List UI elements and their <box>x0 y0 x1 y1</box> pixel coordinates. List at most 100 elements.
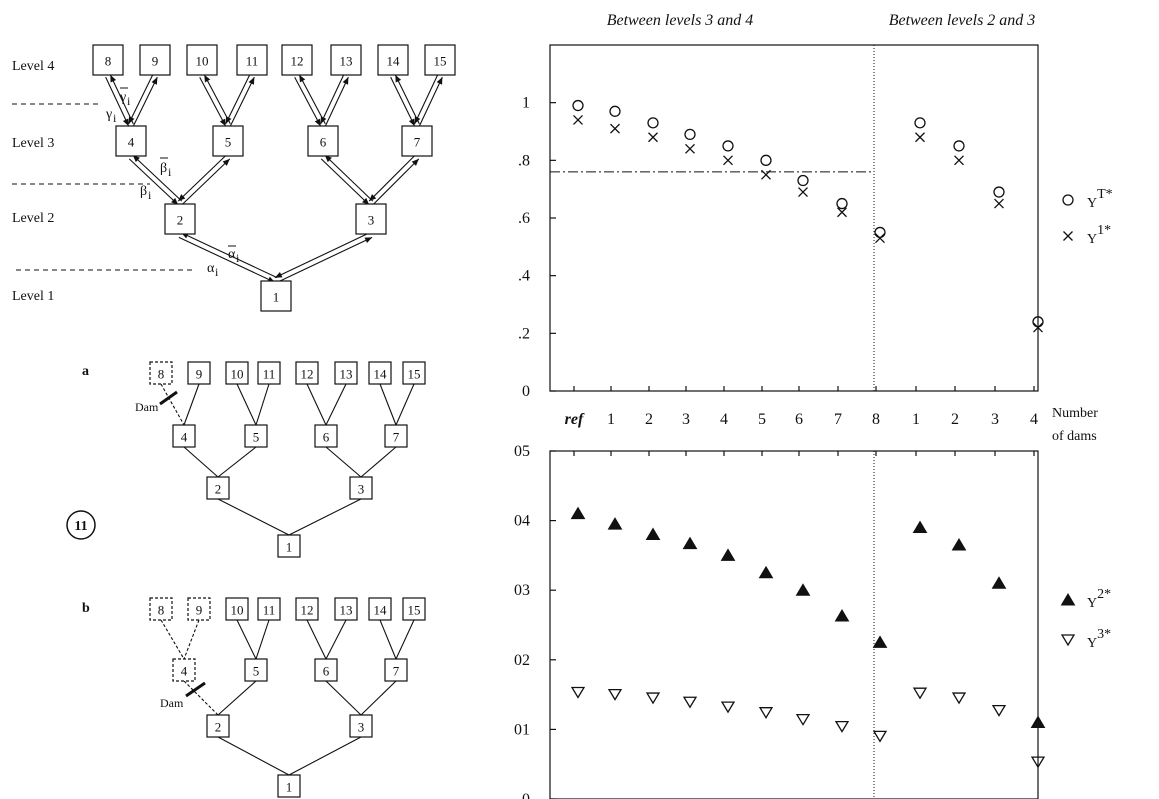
tree_top-node-label-1: 1 <box>273 290 280 305</box>
bottom-series-1-point-6 <box>795 714 811 726</box>
bottom-series-0-point-4 <box>720 548 736 561</box>
tree_a-node-box-3 <box>349 476 373 500</box>
tree_b-edge-9 <box>217 680 257 716</box>
y-tick-label-top-1: .2 <box>518 325 530 342</box>
bottom-series-0-point-2 <box>645 527 661 541</box>
x-tick-label-8: 8 <box>872 411 880 428</box>
alpha-subscript: i <box>215 265 219 279</box>
tree_a-node-label-6: 6 <box>323 430 330 445</box>
y-tick-label-bottom-0: 0 <box>522 791 530 799</box>
arrowhead-13-up <box>364 237 373 244</box>
tree_b-node-5: 5 <box>244 658 268 682</box>
tree_top-node-14: 14 <box>377 44 409 76</box>
tree_top-node-4: 4 <box>115 125 147 157</box>
tree_b-node-3: 3 <box>349 714 373 738</box>
legend-label-1-0: Y2* <box>1087 587 1111 611</box>
gamma-symbol: γ <box>105 107 112 122</box>
tree_a-node-box-6 <box>314 424 338 448</box>
tree_top-node-box-5 <box>212 125 244 157</box>
top-series-0-point-11 <box>993 186 1005 198</box>
tree_b-node-box-3 <box>349 714 373 738</box>
tree_b-node-12: 12 <box>295 597 319 621</box>
tree_a-node-2: 2 <box>206 476 230 500</box>
tree_b-node-box-12 <box>295 597 319 621</box>
tree_b-node-label-5: 5 <box>253 664 260 679</box>
arrowhead-6-up <box>395 74 402 83</box>
x-tick-label-7: 7 <box>834 411 842 428</box>
tree_top-node-box-12 <box>281 44 313 76</box>
figure-number-text: 11 <box>74 519 87 534</box>
bottom-series <box>570 506 1046 769</box>
legend-sup-1-0: 2* <box>1097 587 1111 602</box>
tree_b-node-box-6 <box>314 658 338 682</box>
tree-edge-3-down <box>225 74 251 125</box>
tree-edge-8-down <box>128 158 179 206</box>
tree_a-node-box-11 <box>257 361 281 385</box>
tree_a-node-3: 3 <box>349 476 373 500</box>
x-tick-labels: ref 1 2 3 4 5 6 7 8 1 2 3 4 <box>565 386 1038 456</box>
bottom-series-0-point-7 <box>834 608 850 622</box>
chart-bottom: 0 01 02 03 04 05 <box>514 443 1046 799</box>
tree-edge-8-up <box>132 154 183 202</box>
tree_a-edge-6 <box>379 383 397 426</box>
tree_a-node-11: 11 <box>257 361 281 385</box>
tree_a-node-8: 8 <box>149 361 173 385</box>
top-series-0-point-3 <box>684 128 696 141</box>
tree_a-edge-9 <box>217 446 257 478</box>
tree_b-node-label-1: 1 <box>286 780 293 795</box>
tree_top-node-label-5: 5 <box>225 135 232 150</box>
arrowhead-10-up <box>324 155 332 163</box>
tree_a-node-label-9: 9 <box>196 367 203 382</box>
arrowhead-7-up <box>436 77 443 85</box>
legend-name-0-0: Y <box>1087 196 1097 211</box>
tree-edge-0-down <box>105 76 130 127</box>
tree-edge-3-up <box>229 76 255 127</box>
arrowhead-1-up <box>151 77 158 85</box>
bottom-series-1-point-10 <box>951 692 967 705</box>
tree_b-node-label-3: 3 <box>358 720 365 735</box>
tree_b-node-label-12: 12 <box>301 603 314 618</box>
tree-edges <box>105 74 443 283</box>
level-label-4: Level 4 <box>12 59 54 74</box>
x-tick-label-6: 6 <box>795 411 803 428</box>
top-series-1-point-9 <box>915 132 925 143</box>
tree_a-edge-1 <box>183 383 200 426</box>
bottom-series-1-point-4 <box>720 701 736 714</box>
tree_a-node-label-4: 4 <box>181 430 188 445</box>
tree_top-node-box-2 <box>164 203 196 235</box>
x-tick-label-3: 3 <box>682 411 690 428</box>
tree_b-node-box-14 <box>368 597 392 621</box>
tree_a-edge-3 <box>255 383 270 426</box>
tree_a-node-6: 6 <box>314 424 338 448</box>
plot-frame-bottom <box>549 450 1039 799</box>
tree_top-node-box-14 <box>377 44 409 76</box>
tree_top-node-label-8: 8 <box>105 54 112 69</box>
tree-edge-12-down <box>178 236 276 283</box>
gamma-label: γ i <box>105 107 117 125</box>
tree_a-node-box-1 <box>277 534 301 558</box>
legend-bottom: Y2*Y3* <box>1060 587 1111 651</box>
tree_b-edge-3 <box>255 619 270 660</box>
top-series-0-point-8 <box>874 226 886 239</box>
tree_a-node-4: 4 <box>172 424 196 448</box>
tree_top-node-box-10 <box>186 44 218 76</box>
tree_b-node-label-8: 8 <box>158 603 165 618</box>
tree_top-node-box-4 <box>115 125 147 157</box>
tree_top-node-box-8 <box>92 44 124 76</box>
top-series-1-point-12 <box>1033 322 1043 333</box>
tree_b-node-box-8 <box>149 597 173 621</box>
tree_b-edge-11 <box>360 680 397 716</box>
top-series-1-point-10 <box>954 155 964 166</box>
bottom-series-1-point-11 <box>991 704 1007 717</box>
y-tick-label-bottom-4: 04 <box>514 513 530 530</box>
alpha-bar-symbol: α <box>228 247 236 262</box>
level-label-3: Level 3 <box>12 136 54 151</box>
legend-marker-0-1 <box>1063 231 1073 241</box>
tree-edge-1-up <box>132 76 158 127</box>
tree-b-edges <box>160 619 415 776</box>
tree_b-node-9: 9 <box>187 597 211 621</box>
legend-marker-1-0 <box>1060 593 1076 606</box>
tree_top-node-10: 10 <box>186 44 218 76</box>
tree_b-node-box-4 <box>172 658 196 682</box>
top-series-0-point-6 <box>797 174 809 187</box>
